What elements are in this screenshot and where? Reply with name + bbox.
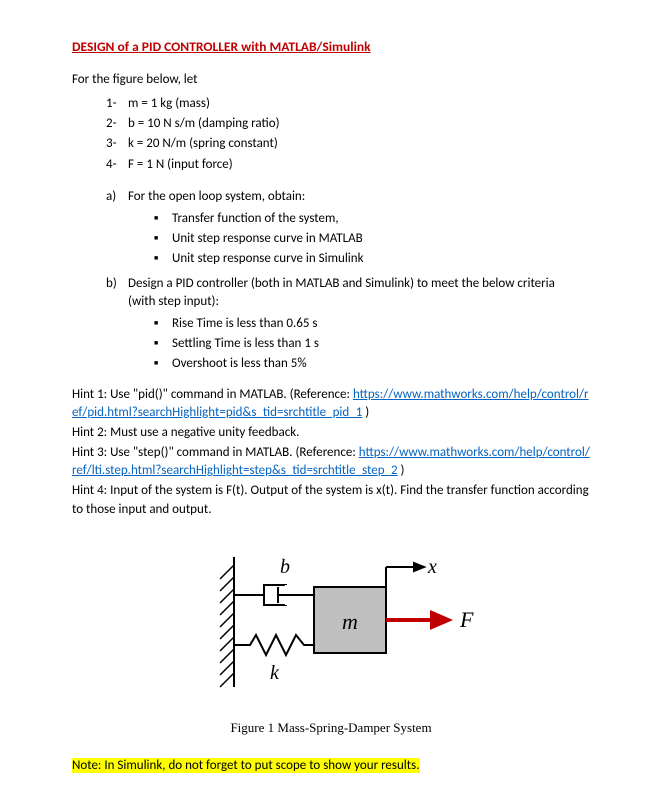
- list-item: Overshoot is less than 5%: [154, 355, 590, 373]
- note: Note: In Simulink, do not forget to put …: [72, 757, 590, 775]
- mass-spring-damper-diagram: b k m x F: [176, 537, 486, 707]
- label-F: F: [459, 607, 474, 632]
- task-a-sublist: Transfer function of the system, Unit st…: [106, 210, 590, 269]
- task-b-text1: Design a PID controller (both in MATLAB …: [128, 276, 555, 291]
- task-b: b)Design a PID controller (both in MATLA…: [106, 275, 590, 374]
- task-b-sublist: Rise Time is less than 0.65 s Settling T…: [106, 315, 590, 374]
- hint-3: Hint 3: Use "step()" command in MATLAB. …: [72, 444, 590, 480]
- hint-1: Hint 1: Use "pid()" command in MATLAB. (…: [72, 386, 590, 422]
- parameter-list: m = 1 kg (mass) b = 10 N s/m (damping ra…: [72, 95, 590, 174]
- hint-2: Hint 2: Must use a negative unity feedba…: [72, 424, 590, 442]
- document-page: DESIGN of a PID CONTROLLER with MATLAB/S…: [0, 0, 646, 805]
- intro-text: For the figure below, let: [72, 71, 590, 89]
- figure: b k m x F Figure 1 Mass-Spring-Damper Sy…: [72, 537, 590, 737]
- list-item: Settling Time is less than 1 s: [154, 335, 590, 353]
- note-text: Note: In Simulink, do not forget to put …: [72, 758, 420, 773]
- task-b-label: b): [106, 275, 128, 293]
- label-k: k: [270, 662, 280, 684]
- figure-caption: Figure 1 Mass-Spring-Damper System: [72, 719, 590, 737]
- hint-3-post: ): [398, 463, 405, 478]
- task-a-label: a): [106, 188, 128, 206]
- task-a: a)For the open loop system, obtain: Tran…: [106, 188, 590, 269]
- list-item: Rise Time is less than 0.65 s: [154, 315, 590, 333]
- list-item: k = 20 N/m (spring constant): [106, 135, 590, 153]
- list-item: Unit step response curve in Simulink: [154, 250, 590, 268]
- label-b: b: [280, 556, 290, 578]
- label-m: m: [342, 609, 358, 634]
- list-item: Transfer function of the system,: [154, 210, 590, 228]
- hint-3-pre: Hint 3: Use "step()" command in MATLAB. …: [72, 445, 356, 460]
- hints-block: Hint 1: Use "pid()" command in MATLAB. (…: [72, 386, 590, 519]
- task-b-text2: (with step input):: [106, 293, 590, 311]
- task-list: a)For the open loop system, obtain: Tran…: [72, 188, 590, 374]
- list-item: Unit step response curve in MATLAB: [154, 230, 590, 248]
- hint-1-post: ): [362, 405, 369, 420]
- page-title: DESIGN of a PID CONTROLLER with MATLAB/S…: [72, 38, 590, 57]
- task-a-text: For the open loop system, obtain:: [128, 189, 305, 204]
- hint-4: Hint 4: Input of the system is F(t). Out…: [72, 482, 590, 518]
- hint-1-pre: Hint 1: Use "pid()" command in MATLAB. (…: [72, 387, 350, 402]
- list-item: m = 1 kg (mass): [106, 95, 590, 113]
- label-x: x: [427, 556, 437, 578]
- list-item: F = 1 N (input force): [106, 156, 590, 174]
- list-item: b = 10 N s/m (damping ratio): [106, 115, 590, 133]
